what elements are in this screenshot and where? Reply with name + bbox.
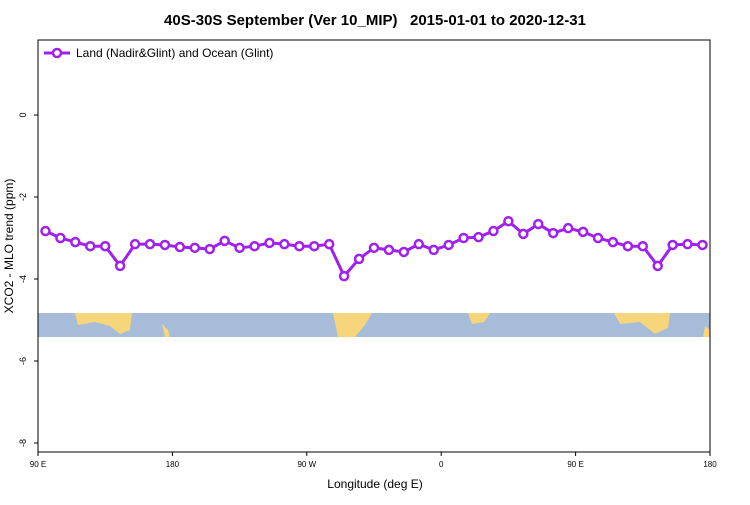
y-tick-label: 0 — [18, 113, 28, 118]
data-point — [174, 241, 186, 253]
data-point — [682, 238, 693, 250]
plot-frame — [37, 39, 711, 453]
data-point — [518, 228, 529, 240]
data-point — [533, 218, 544, 230]
x-tick-label: 90 W — [297, 460, 316, 469]
x-axis-label: Longitude (deg E) — [327, 477, 422, 491]
data-point — [503, 215, 514, 227]
data-point — [398, 246, 410, 258]
data-point — [264, 237, 275, 249]
data-point — [219, 235, 230, 247]
x-tick-label: 90 E — [567, 460, 583, 469]
x-tick-label: 90 E — [30, 460, 46, 469]
data-point — [607, 236, 619, 248]
data-point — [353, 253, 365, 265]
y-tick-label: -6 — [18, 357, 28, 365]
y-tick-label: -4 — [18, 275, 28, 283]
data-point — [309, 240, 320, 252]
data-point — [323, 238, 335, 250]
data-point — [129, 238, 141, 250]
data-point — [413, 238, 425, 250]
y-tick-label: -8 — [18, 439, 28, 447]
x-tick-label: 0 — [439, 460, 444, 469]
data-point — [144, 238, 156, 250]
data-point — [562, 222, 574, 234]
map-strip — [38, 313, 710, 337]
x-tick-label: 180 — [166, 460, 180, 469]
data-point — [383, 244, 395, 256]
data-point — [234, 242, 245, 254]
data-point — [637, 240, 649, 252]
x-tick-label: 180 — [703, 460, 717, 469]
data-point — [279, 238, 290, 250]
data-point — [114, 260, 126, 272]
data-point — [667, 239, 678, 251]
legend-marker — [51, 47, 63, 59]
data-point — [204, 243, 215, 255]
data-point — [70, 236, 81, 248]
data-point — [443, 239, 454, 251]
data-point — [159, 239, 171, 251]
data-point — [428, 244, 439, 256]
data-point — [697, 239, 708, 251]
data-point — [547, 227, 559, 239]
data-point — [249, 240, 260, 252]
data-point — [294, 240, 305, 252]
data-point — [622, 240, 634, 252]
data-point — [85, 240, 96, 252]
chart-title: 40S-30S September (Ver 10_MIP) 2015-01-0… — [164, 12, 586, 29]
data-point — [488, 225, 499, 237]
data-point — [55, 232, 66, 244]
data-point — [458, 232, 469, 244]
data-point — [368, 242, 380, 254]
y-axis-label: XCO2 - MLO trend (ppm) — [2, 179, 16, 314]
data-point — [652, 260, 663, 272]
data-point — [592, 232, 604, 244]
data-point — [473, 231, 484, 243]
data-point — [577, 226, 589, 238]
y-tick-label: -2 — [18, 193, 28, 201]
data-point — [99, 240, 111, 252]
data-point — [189, 242, 201, 254]
data-point — [338, 270, 350, 282]
legend-label: Land (Nadir&Glint) and Ocean (Glint) — [76, 46, 273, 60]
data-point — [40, 225, 51, 237]
